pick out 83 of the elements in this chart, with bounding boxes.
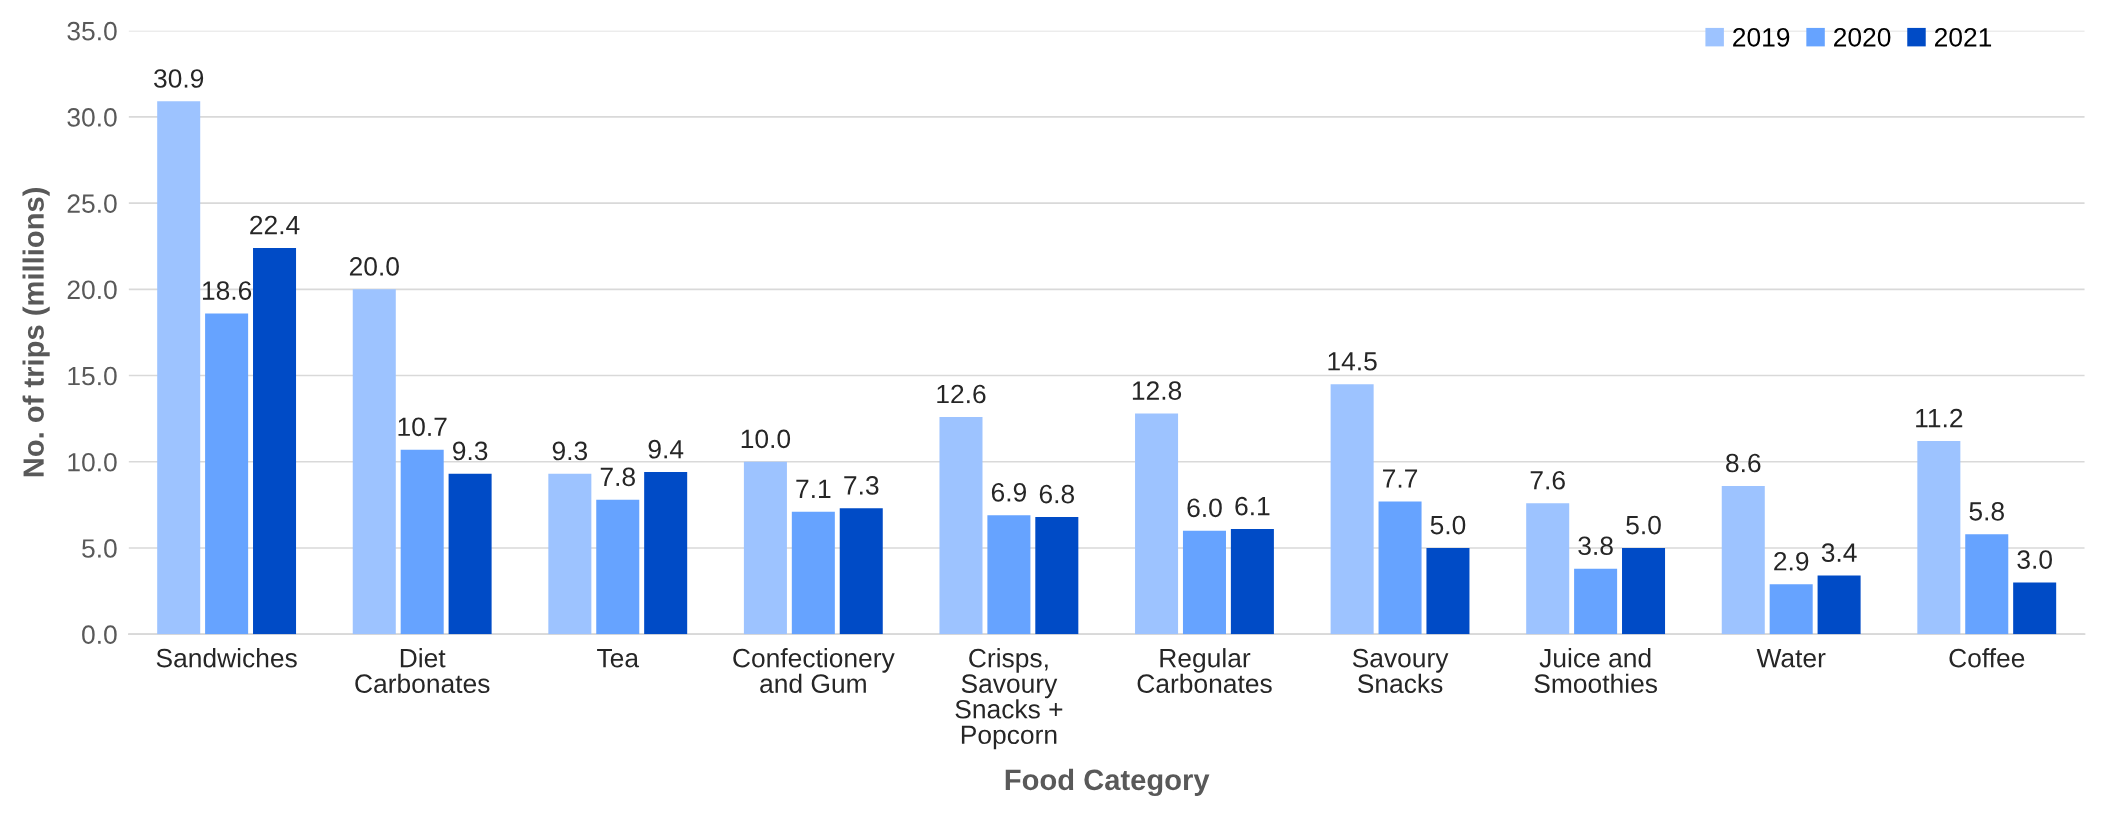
legend-label: 2019 (1733, 27, 1790, 47)
bar (1721, 485, 1765, 635)
x-tick-label: Savoury Snacks (1352, 648, 1449, 694)
bar (1917, 441, 1961, 635)
data-label: 6.8 (1039, 484, 1075, 504)
x-tick-label: Confectionery and Gum (733, 648, 895, 694)
y-axis-title: No. of trips (millions) (22, 188, 50, 477)
x-axis-title: Food Category (1005, 768, 1210, 797)
data-label: 22.4 (250, 215, 300, 235)
legend-label: 2020 (1834, 27, 1891, 47)
data-label: 7.7 (1383, 469, 1418, 488)
x-tick-label: Tea (597, 649, 640, 668)
data-label: 5.8 (1969, 501, 2004, 521)
data-label: 5.0 (1626, 515, 1661, 535)
data-label: 6.0 (1187, 498, 1222, 518)
bar (644, 472, 688, 635)
data-label: 30.9 (154, 69, 204, 88)
bar (1182, 530, 1226, 635)
bar (352, 289, 396, 635)
bar (1330, 384, 1374, 635)
bar (1426, 547, 1470, 635)
bar (1378, 501, 1422, 635)
data-label: 5.0 (1430, 515, 1466, 535)
bar (157, 101, 201, 635)
legend-label: 2021 (1934, 27, 1992, 47)
bar (743, 461, 787, 635)
bar (2013, 582, 2057, 635)
x-tick-label: Regular Carbonates (1137, 648, 1272, 694)
data-label: 18.6 (202, 281, 252, 300)
y-tick-label: 0.0 (82, 625, 117, 645)
bar (1526, 503, 1570, 635)
bar (1135, 413, 1179, 635)
y-tick-label: 5.0 (82, 539, 117, 558)
data-label: 14.5 (1328, 352, 1377, 371)
data-label: 8.6 (1726, 453, 1761, 473)
bar (987, 515, 1031, 635)
y-tick-label: 15.0 (68, 366, 117, 386)
x-tick-label: Sandwiches (156, 648, 297, 668)
bar (1574, 568, 1618, 635)
bar (1230, 529, 1274, 635)
x-tick-label: Crisps, Savoury Snacks + Popcorn (955, 648, 1063, 750)
bar (205, 313, 249, 635)
y-tick-label: 20.0 (67, 280, 117, 300)
y-tick-label: 35.0 (67, 21, 117, 41)
data-label: 9.3 (453, 441, 488, 461)
x-tick-label: Diet Carbonates (355, 648, 490, 694)
data-label: 7.3 (844, 476, 879, 495)
data-label: 2.9 (1774, 551, 1809, 571)
bar (839, 508, 883, 635)
data-label: 12.8 (1132, 381, 1182, 400)
y-tick-label: 10.0 (68, 452, 117, 472)
x-tick-label: Juice and Smoothies (1534, 648, 1658, 694)
bar (1035, 516, 1079, 635)
data-label: 3.8 (1578, 536, 1613, 556)
x-tick-label: Coffee (1949, 648, 2025, 668)
bar (1769, 584, 1813, 635)
bar (1622, 547, 1666, 635)
data-label: 10.0 (741, 429, 791, 449)
data-label: 7.8 (600, 467, 635, 487)
bar (1965, 534, 2009, 635)
bar (1817, 575, 1861, 635)
data-label: 6.9 (991, 482, 1026, 502)
bar (548, 473, 592, 635)
data-label: 9.3 (552, 441, 588, 461)
bar (253, 247, 297, 635)
data-label: 9.4 (648, 439, 684, 459)
data-label: 7.1 (796, 479, 831, 498)
data-label: 12.6 (937, 384, 986, 404)
data-label: 3.4 (1821, 543, 1857, 563)
y-tick-label: 25.0 (67, 194, 117, 213)
data-label: 20.0 (349, 257, 399, 276)
data-label: 6.1 (1235, 496, 1270, 516)
data-label: 10.7 (398, 417, 447, 437)
bar (596, 499, 640, 635)
bar (400, 449, 444, 635)
bar (448, 473, 492, 635)
y-tick-label: 30.0 (67, 108, 117, 127)
data-label: 11.2 (1916, 408, 1963, 428)
data-label: 7.6 (1530, 470, 1565, 490)
x-tick-label: Water (1756, 649, 1826, 668)
data-label: 3.0 (2017, 550, 2052, 569)
bar (791, 511, 835, 635)
bar (939, 416, 983, 635)
